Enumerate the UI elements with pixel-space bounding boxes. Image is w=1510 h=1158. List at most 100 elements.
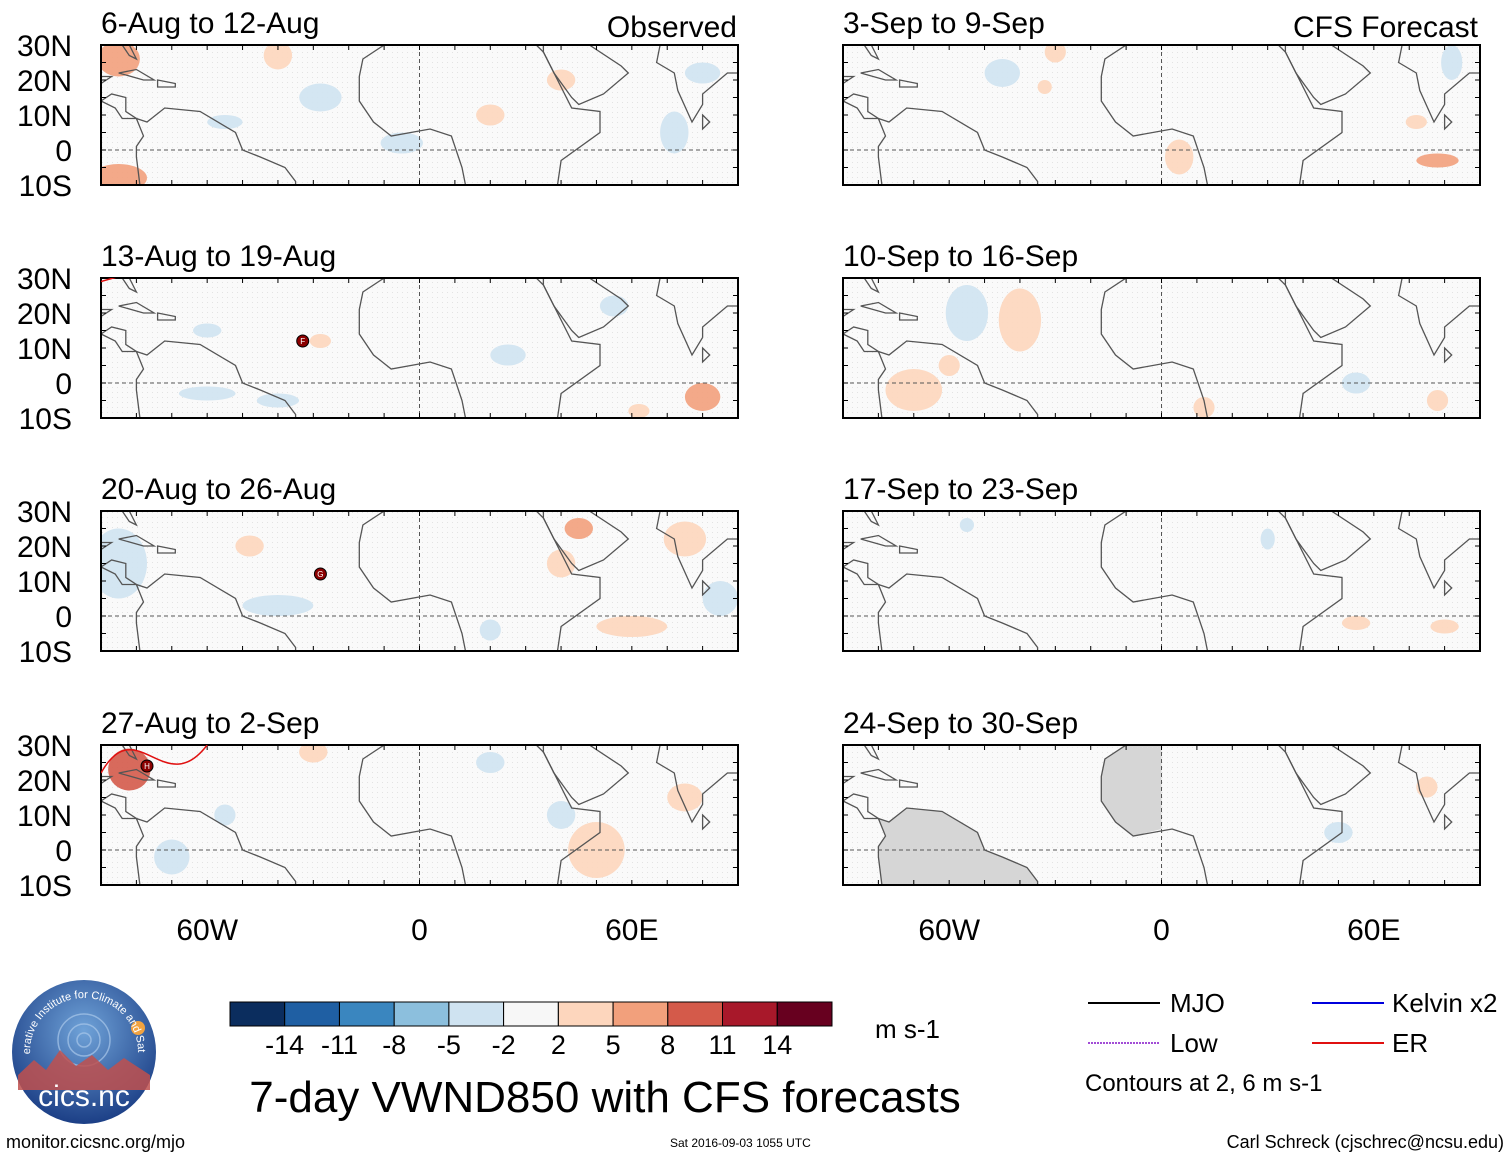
coastline <box>701 579 711 597</box>
y-tick-label: 10N <box>17 333 72 366</box>
y-tick-label: 10N <box>17 800 72 833</box>
legend: MJO Kelvin x2 Low ER Contours at 2, 6 m … <box>1085 988 1498 1097</box>
coastline <box>860 534 899 547</box>
colorbar-tick-label: 2 <box>551 1030 566 1060</box>
map-panel-8: 24-Sep to 30-Sep <box>842 707 1481 886</box>
anomaly-blob <box>1426 390 1449 411</box>
coastline <box>655 511 738 590</box>
anomaly-blob <box>667 783 703 812</box>
footer-url: monitor.cicsnc.org/mjo <box>6 1132 186 1152</box>
legend-kelvin-label: Kelvin x2 <box>1392 988 1498 1018</box>
coastline <box>1443 346 1453 364</box>
coastline <box>1315 650 1336 651</box>
coastline <box>1284 511 1372 572</box>
coastline <box>101 541 114 551</box>
coastline <box>898 545 918 554</box>
colorbar-tick-label: -5 <box>437 1030 461 1060</box>
x-tick-label: 60E <box>1347 914 1400 947</box>
y-tick-label: 20N <box>17 765 72 798</box>
legend-er-label: ER <box>1392 1028 1428 1058</box>
legend-mjo-label: MJO <box>1170 988 1225 1018</box>
anomaly-blob <box>599 295 629 317</box>
anomaly-blob <box>101 164 147 185</box>
anomaly-blob <box>1405 115 1427 129</box>
coastline <box>1284 278 1372 339</box>
coastline <box>1100 745 1343 885</box>
anomaly-blob <box>998 288 1042 352</box>
anomaly-blob <box>256 393 300 408</box>
coastline <box>358 511 601 651</box>
coastline <box>542 511 630 572</box>
coastline <box>1397 511 1480 590</box>
coastline <box>573 650 594 651</box>
y-tick-label: 0 <box>55 368 72 401</box>
anomaly-blob <box>959 518 975 532</box>
anomaly-blob <box>1416 776 1438 798</box>
x-tick-label: 0 <box>1153 914 1170 947</box>
y-tick-label: 10S <box>19 636 72 669</box>
x-tick-label: 60W <box>176 914 238 947</box>
coastline <box>101 75 114 85</box>
er-contour <box>101 745 208 774</box>
hurricane-icon <box>313 567 327 581</box>
storm-letter: H <box>144 762 150 771</box>
coastline <box>1397 278 1480 357</box>
coastline <box>843 775 856 785</box>
colorbar-tick-label: -11 <box>321 1030 358 1060</box>
coastline <box>1315 417 1336 418</box>
anomaly-blob <box>154 839 190 875</box>
anomaly-blob <box>476 104 505 126</box>
mountain-icon <box>18 1050 150 1090</box>
anomaly-blob <box>596 616 668 637</box>
anomaly-blob <box>178 386 236 401</box>
coastline <box>101 559 139 586</box>
units-label: m s-1 <box>875 1014 940 1044</box>
storm-marker-g: G <box>313 567 327 581</box>
coastline <box>573 184 594 185</box>
y-tick-label: 20N <box>17 298 72 331</box>
coastline <box>101 326 139 353</box>
y-tick-label: 0 <box>55 835 72 868</box>
forecast-column-label: CFS Forecast <box>1293 11 1479 44</box>
panel-title: 17-Sep to 23-Sep <box>843 473 1078 506</box>
anomaly-blob <box>628 404 650 418</box>
coastline <box>863 278 880 294</box>
coastline <box>101 793 139 820</box>
chart-title: 7-day VWND850 with CFS forecasts <box>249 1073 961 1122</box>
colorbar-swatch <box>776 1001 833 1027</box>
y-tick-label: 30N <box>17 730 72 763</box>
coastline <box>121 511 138 527</box>
anomaly-blob <box>108 748 151 791</box>
panel-title: 27-Aug to 2-Sep <box>101 707 319 740</box>
colorbar-swatch <box>339 1001 395 1027</box>
legend-low-label: Low <box>1170 1028 1218 1058</box>
anomaly-blob <box>546 801 576 829</box>
missing-data-area <box>1101 745 1162 836</box>
coastline <box>843 793 881 820</box>
storm-letter: G <box>317 570 323 579</box>
y-tick-label: 30N <box>17 30 72 63</box>
coastline <box>1397 745 1480 824</box>
coastline <box>358 45 601 185</box>
coastline <box>358 745 601 885</box>
coastline <box>843 541 856 551</box>
panel-title: 6-Aug to 12-Aug <box>101 7 319 40</box>
coastline <box>118 534 157 547</box>
coastline <box>701 113 711 131</box>
storm-marker-h: H <box>140 759 154 773</box>
panel-title: 24-Sep to 30-Sep <box>843 707 1078 740</box>
coastline <box>121 745 138 761</box>
coastline <box>860 301 899 314</box>
anomaly-blob <box>263 45 293 70</box>
sun-icon <box>131 1021 145 1035</box>
colorbar-swatch <box>448 1001 505 1027</box>
anomaly-blob <box>1044 45 1066 63</box>
coastline <box>843 308 856 318</box>
anomaly-blob <box>684 383 721 411</box>
coastline <box>843 93 881 120</box>
coastline <box>1100 278 1343 418</box>
er-contour <box>101 278 117 283</box>
